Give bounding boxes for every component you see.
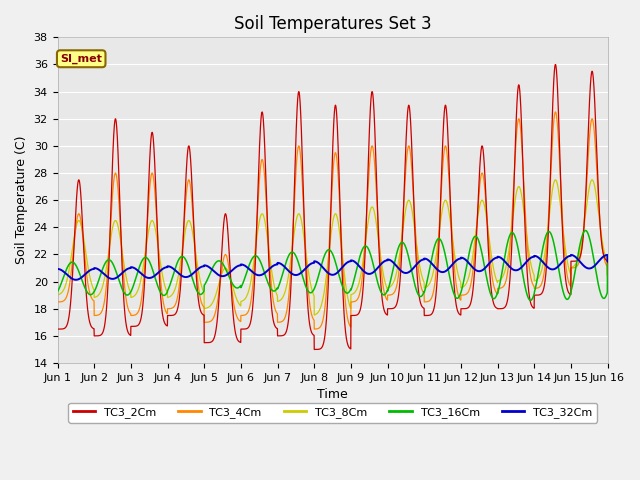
Text: SI_met: SI_met xyxy=(60,54,102,64)
Legend: TC3_2Cm, TC3_4Cm, TC3_8Cm, TC3_16Cm, TC3_32Cm: TC3_2Cm, TC3_4Cm, TC3_8Cm, TC3_16Cm, TC3… xyxy=(68,403,596,422)
X-axis label: Time: Time xyxy=(317,388,348,401)
Title: Soil Temperatures Set 3: Soil Temperatures Set 3 xyxy=(234,15,431,33)
Y-axis label: Soil Temperature (C): Soil Temperature (C) xyxy=(15,136,28,264)
